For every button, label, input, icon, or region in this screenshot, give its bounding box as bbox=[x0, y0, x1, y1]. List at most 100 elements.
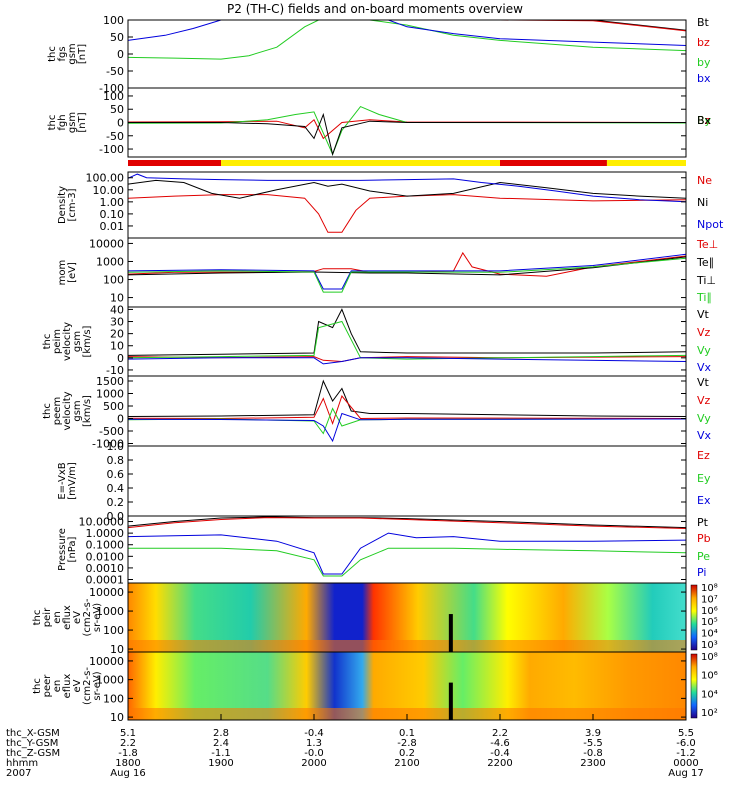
x-tick-value: -0.4 bbox=[490, 748, 510, 759]
x-tick-value: 2000 bbox=[301, 758, 326, 769]
legend-peem: Vx bbox=[697, 429, 712, 442]
legend-fgh: By bbox=[697, 114, 712, 127]
x-tick-value: 1800 bbox=[115, 758, 140, 769]
y-tick-label: 10.0000 bbox=[79, 516, 125, 529]
y-tick-label: 50 bbox=[110, 103, 124, 116]
y-axis-label: peem bbox=[52, 397, 63, 425]
legend-pressure: Pe bbox=[697, 550, 710, 563]
legend-fgh: Bz bbox=[697, 114, 711, 127]
y-axis-label: Density bbox=[57, 186, 68, 224]
series-fgs-bx bbox=[127, 19, 687, 46]
legend-peim: Vx bbox=[697, 361, 712, 374]
colorbar-label: 10⁵ bbox=[701, 617, 718, 628]
x-tick-value: 2.2 bbox=[120, 738, 136, 749]
legend-density: Ne bbox=[697, 174, 712, 187]
legend-mom: Te⊥ bbox=[696, 238, 718, 251]
legend-e: Ez bbox=[697, 449, 710, 462]
x-tick-value: 5.1 bbox=[120, 728, 136, 739]
series-mom-te∥ bbox=[127, 256, 687, 276]
y-axis-label: velocity bbox=[62, 322, 73, 361]
y-tick-label: 100 bbox=[103, 692, 124, 705]
series-pressure-pb bbox=[127, 517, 687, 529]
x-tick-value: 2.8 bbox=[213, 728, 229, 739]
legend-e: Ex bbox=[697, 494, 711, 507]
x-row-label: thc_X-GSM bbox=[6, 728, 60, 739]
y-axis-label: thc bbox=[47, 46, 58, 62]
panel-pressure: Pt Pb Pe Pi 10.00001.00000.10000.01000.00100… bbox=[57, 515, 711, 587]
y-tick-label: 0.2 bbox=[107, 496, 125, 509]
y-tick-label: 0.10 bbox=[100, 208, 125, 221]
y-tick-label: -50 bbox=[106, 130, 124, 143]
series-pressure-pi bbox=[127, 532, 687, 575]
y-tick-label: 0.1000 bbox=[86, 539, 125, 552]
x-tick-value: -0.8 bbox=[583, 748, 603, 759]
spectrogram-low-energy-band bbox=[128, 640, 686, 652]
series-peem-vx bbox=[127, 412, 687, 443]
legend-pressure: Pi bbox=[697, 566, 706, 579]
y-tick-label: 100 bbox=[103, 90, 124, 103]
x-tick-value: 2.2 bbox=[492, 728, 508, 739]
y-tick-label: -10 bbox=[106, 364, 124, 377]
y-axis-label: thc bbox=[47, 115, 58, 131]
series-peim-vt bbox=[127, 308, 687, 356]
y-axis-label: gsm bbox=[72, 331, 83, 352]
y-tick-label: -500 bbox=[99, 425, 124, 438]
y-tick-label: 10000 bbox=[89, 586, 124, 599]
x-tick-value: 2100 bbox=[394, 758, 419, 769]
y-axis-label: [km/s] bbox=[82, 325, 93, 357]
y-tick-label: 40 bbox=[110, 303, 124, 316]
y-tick-label: 0 bbox=[117, 117, 124, 130]
y-tick-label: 30 bbox=[110, 316, 124, 329]
y-tick-label: 0.0 bbox=[107, 510, 125, 523]
y-tick-label: 1000 bbox=[96, 255, 124, 268]
y-axis-label: thc bbox=[42, 403, 53, 419]
chart-title: P2 (TH-C) fields and on-board moments ov… bbox=[227, 2, 523, 16]
y-axis-label: (cm2-s- bbox=[82, 598, 93, 636]
y-tick-label: 0.01 bbox=[100, 220, 125, 233]
x-tick-value: 5.5 bbox=[678, 728, 694, 739]
data-gap-marker bbox=[448, 682, 453, 720]
y-tick-label: -50 bbox=[106, 65, 124, 78]
panel-frame bbox=[127, 375, 687, 447]
y-tick-label: 0.8 bbox=[107, 454, 125, 467]
y-tick-label: 100 bbox=[103, 624, 124, 637]
x-tick-value: 0.1 bbox=[399, 728, 415, 739]
colorbar-label: 10² bbox=[701, 708, 718, 719]
y-tick-label: 10000 bbox=[89, 655, 124, 668]
region-bar-segment bbox=[500, 160, 607, 166]
series-peem-vz bbox=[127, 394, 687, 425]
y-axis-label: [nT] bbox=[77, 112, 88, 132]
y-axis-label: gsm bbox=[72, 400, 83, 421]
x-tick-value: 3.9 bbox=[585, 728, 601, 739]
colorbar-label: 10⁷ bbox=[701, 594, 718, 605]
legend-mom: Te∥ bbox=[696, 256, 714, 269]
y-axis-label: thc bbox=[42, 334, 53, 350]
series-mom-ti∥ bbox=[127, 257, 687, 293]
y-tick-label: 1000 bbox=[96, 674, 124, 687]
y-tick-label: 1500 bbox=[96, 375, 124, 388]
legend-fgs: bx bbox=[697, 72, 711, 85]
legend-peem: Vz bbox=[697, 394, 711, 407]
legend-peem: Vy bbox=[697, 412, 711, 425]
legend-fgs: by bbox=[697, 56, 711, 69]
x-tick-value: -1.8 bbox=[118, 748, 138, 759]
x-tick-value: 2.4 bbox=[213, 738, 229, 749]
y-axis-label: mom bbox=[57, 260, 68, 286]
y-axis-label: en bbox=[52, 680, 63, 693]
colorbar-peer bbox=[690, 653, 698, 719]
y-tick-label: 100.00 bbox=[86, 172, 125, 185]
x-tick-value: -4.6 bbox=[490, 738, 510, 749]
y-tick-label: -1000 bbox=[92, 438, 124, 451]
y-axis-label: eV bbox=[72, 611, 83, 624]
x-tick-value: -0.4 bbox=[304, 728, 324, 739]
y-axis-label: [km/s] bbox=[82, 395, 93, 427]
legend-peem: Vt bbox=[697, 376, 710, 389]
legend-peim: Vz bbox=[697, 326, 711, 339]
legend-density: Npot bbox=[697, 218, 724, 231]
y-tick-label: 10 bbox=[110, 292, 124, 305]
x-tick-value: 1900 bbox=[208, 758, 233, 769]
y-tick-label: 100 bbox=[103, 14, 124, 27]
legend-pressure: Pt bbox=[697, 516, 709, 529]
y-tick-label: 50 bbox=[110, 31, 124, 44]
